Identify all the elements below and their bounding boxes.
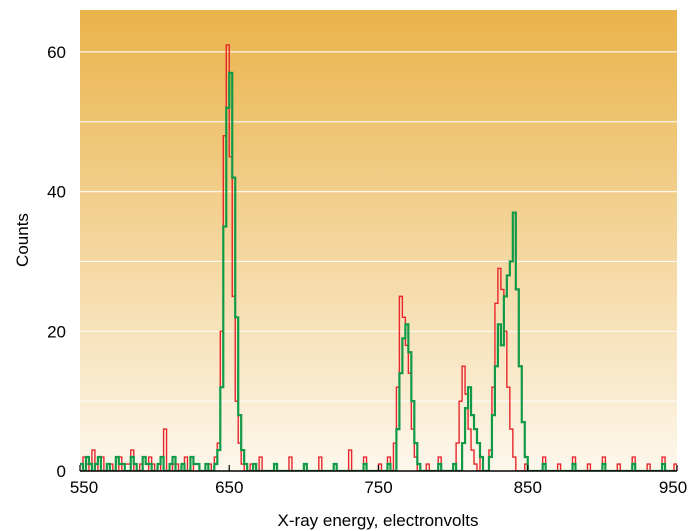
gridlines xyxy=(80,51,677,402)
x-tick-label: 850 xyxy=(514,478,542,497)
x-ticks: 550 650 750 850 950 xyxy=(70,465,687,497)
series-layer xyxy=(80,44,677,471)
x-tick-label: 950 xyxy=(659,478,687,497)
y-axis-label: Counts xyxy=(13,213,32,267)
y-ticks: 0 20 40 60 xyxy=(47,43,66,481)
y-tick-label: 0 xyxy=(57,462,66,481)
series-line-green xyxy=(80,71,677,471)
x-tick-label: 550 xyxy=(70,478,98,497)
x-tick-label: 750 xyxy=(364,478,392,497)
y-tick-label: 40 xyxy=(47,183,66,202)
y-tick-label: 20 xyxy=(47,322,66,341)
x-tick-label: 650 xyxy=(215,478,243,497)
plot-background xyxy=(80,10,677,471)
y-tick-label: 60 xyxy=(47,43,66,62)
x-axis-label: X-ray energy, electronvolts xyxy=(278,511,479,530)
